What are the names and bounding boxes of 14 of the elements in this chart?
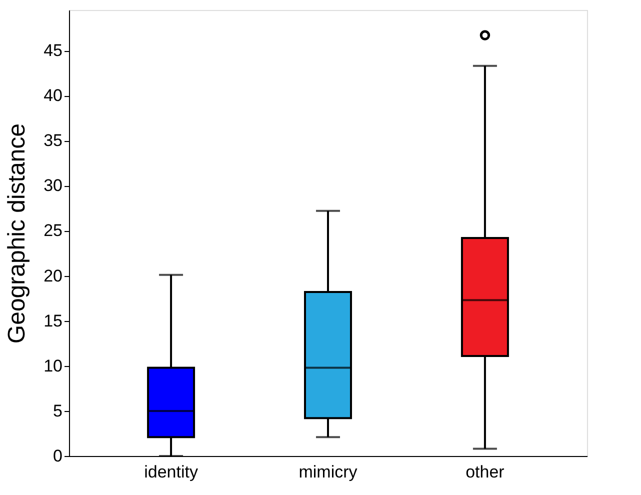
y-tick-label: 15: [44, 311, 62, 330]
y-tick-label: 45: [44, 41, 62, 60]
x-tick-label: identity: [144, 462, 198, 482]
y-tick-label: 20: [44, 266, 62, 286]
x-tick-label: other: [466, 462, 505, 482]
y-tick-label: 5: [53, 401, 62, 420]
y-tick-label: 35: [44, 131, 62, 150]
y-tick-label: 25: [44, 221, 62, 240]
y-axis-title: Geographic distance: [4, 123, 31, 344]
x-tick-label: mimicry: [298, 462, 358, 482]
y-tick-label: 30: [44, 176, 62, 196]
y-tick-label: 40: [44, 86, 62, 106]
y-tick-label: 0: [53, 446, 62, 466]
y-tick-label: 10: [44, 356, 62, 376]
